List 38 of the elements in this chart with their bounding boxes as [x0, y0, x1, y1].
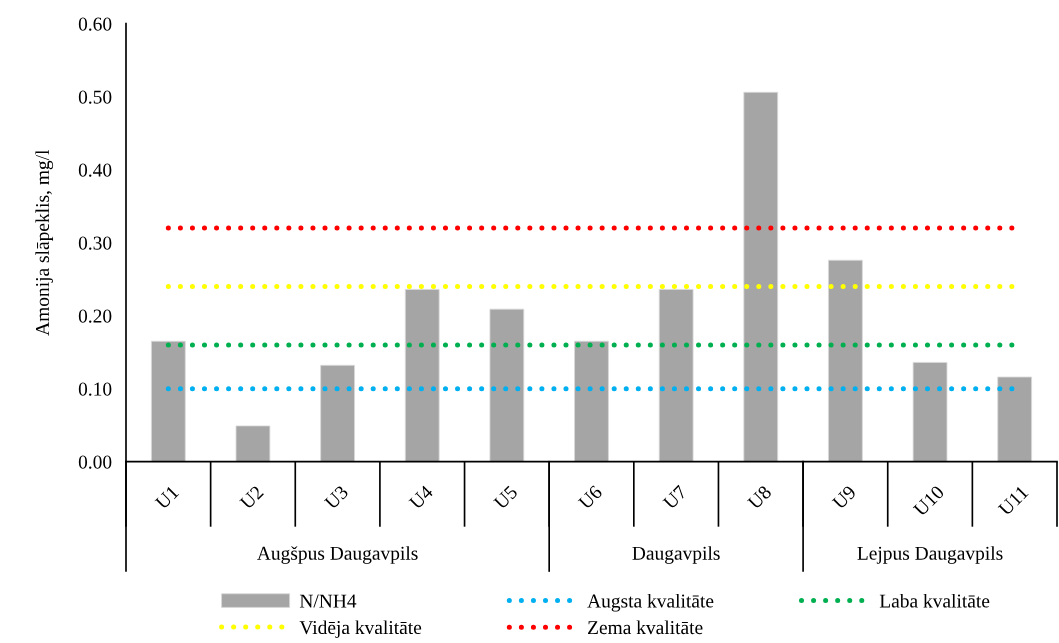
y-tick-label: 0.60: [78, 17, 112, 31]
text: Daugavpils: [632, 546, 720, 564]
y-tick-label: 0.40: [78, 163, 112, 177]
x-tick-label: U7: [662, 484, 688, 511]
text: Lejpus Daugavpils: [857, 546, 1003, 564]
legend-label: Zema kvalitāte: [588, 620, 703, 635]
y-axis-title: Amonija slāpeklis, mg/l: [35, 149, 54, 336]
x-tick-label: U3: [323, 484, 349, 511]
legend-label: N/NH4: [299, 594, 357, 608]
bar: [150, 340, 186, 462]
text: Augšpus Daugavpils: [257, 546, 418, 564]
x-tick-label: U6: [577, 484, 603, 511]
y-tick-label: 0.30: [78, 236, 112, 250]
bar: [743, 91, 779, 462]
bar: [404, 289, 440, 462]
legend-label: Laba kvalitāte: [879, 593, 990, 608]
bar: [489, 308, 525, 462]
bar: [828, 259, 863, 462]
x-tick-label: U1: [154, 485, 180, 511]
y-tick-label: 0.20: [78, 309, 112, 323]
x-tick-label: U8: [746, 484, 773, 511]
x-tick-label: U11: [997, 485, 1029, 517]
x-tick-label: U2: [239, 485, 265, 511]
y-tick-label: 0.50: [78, 90, 112, 104]
x-tick-label: U10: [912, 484, 945, 517]
legend-label: Augsta kvalitāte: [587, 593, 714, 612]
bar: [997, 376, 1033, 462]
bar: [658, 289, 694, 462]
y-tick-label: 0.00: [78, 455, 112, 469]
bar: [320, 364, 355, 462]
x-tick-label: U5: [493, 485, 519, 511]
y-tick-label: 0.10: [78, 382, 112, 396]
bar: [235, 425, 271, 462]
legend-label: Vidēja kvalitāte: [299, 620, 422, 639]
x-tick-label: U9: [831, 484, 857, 511]
bar: [912, 362, 948, 462]
x-tick-label: U4: [408, 484, 434, 511]
bar: [574, 340, 609, 462]
